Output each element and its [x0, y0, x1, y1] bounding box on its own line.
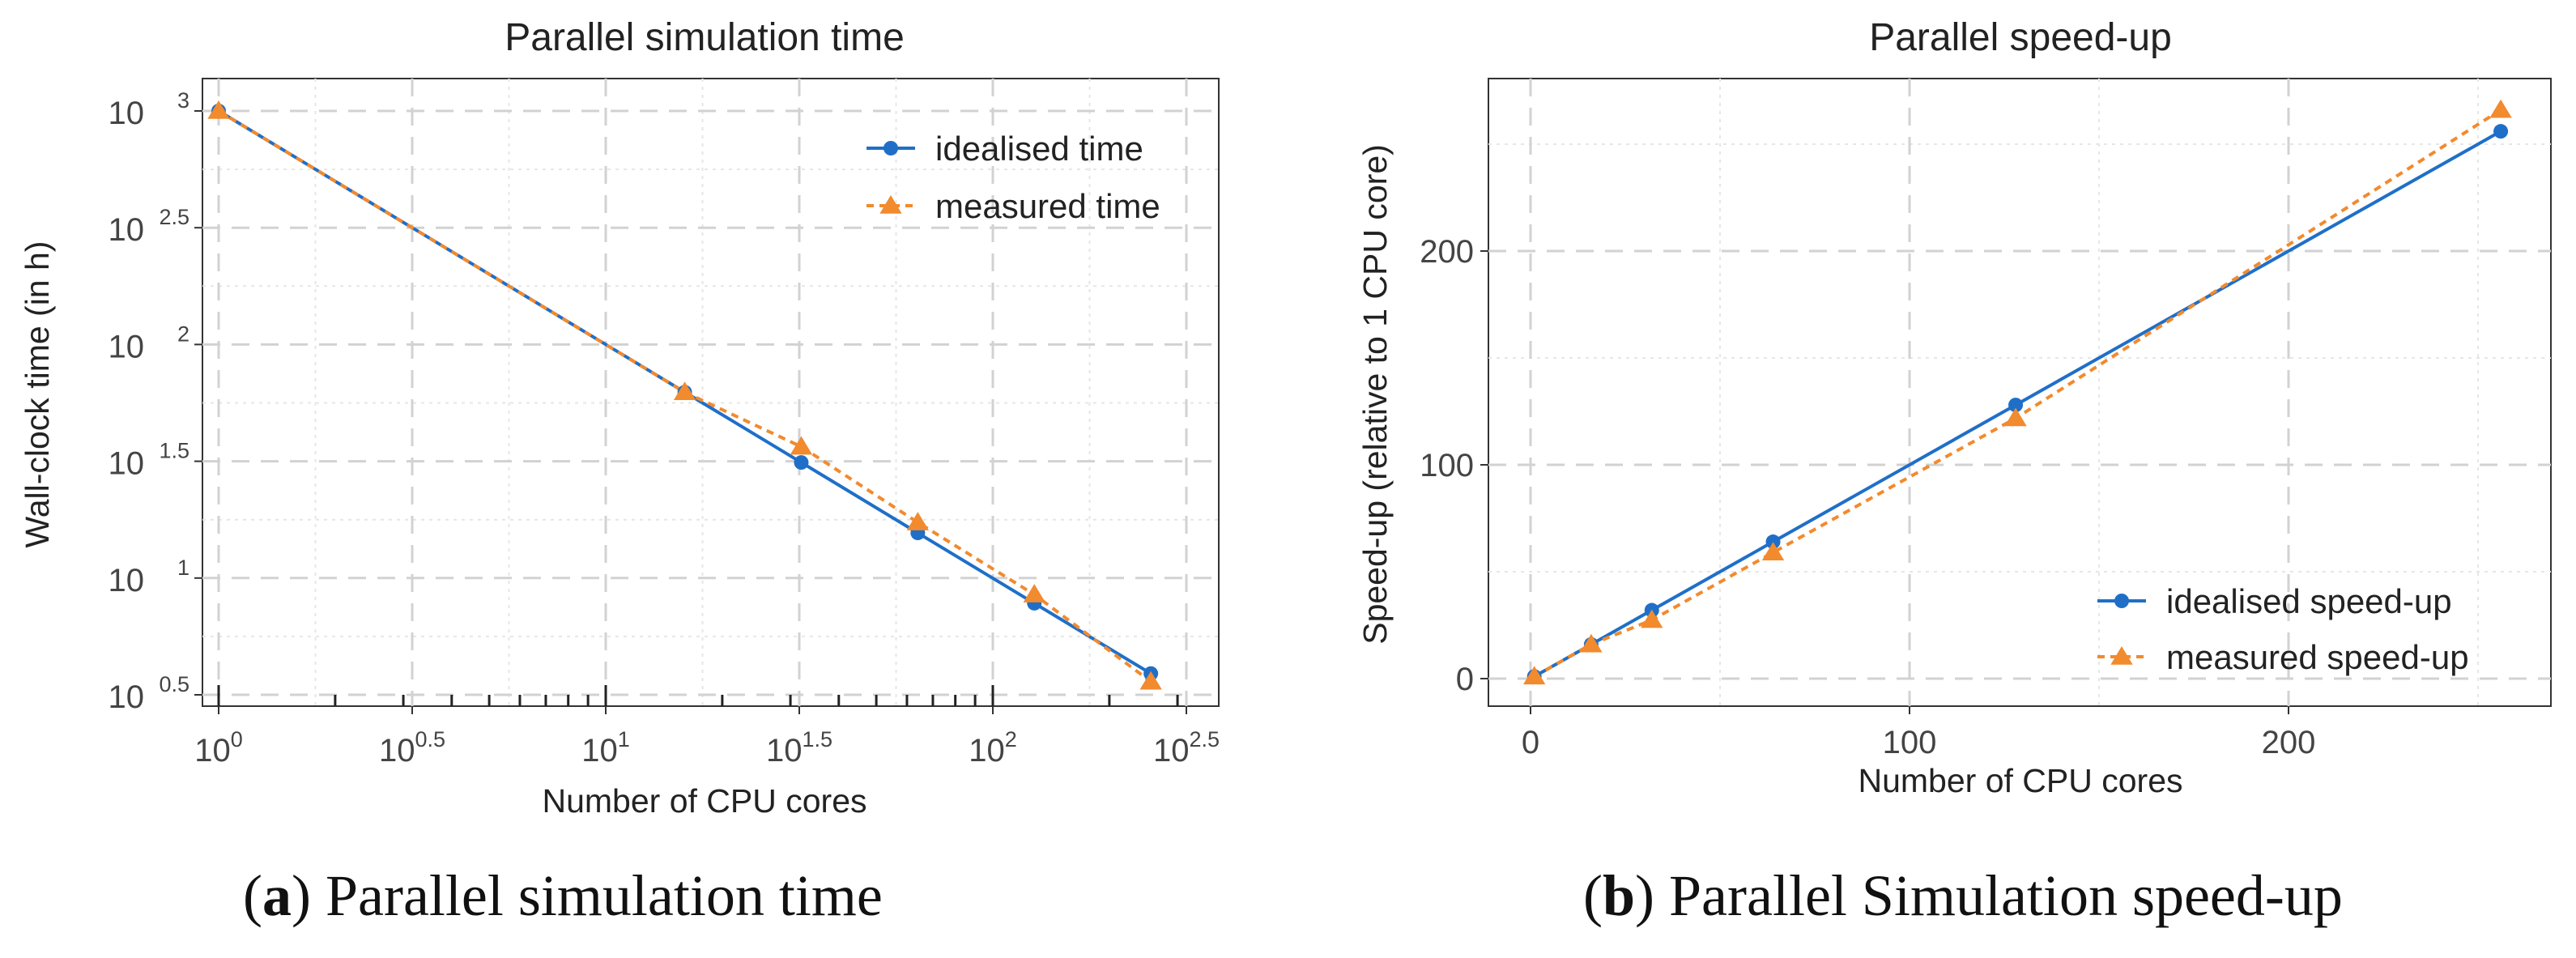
chart-a-grid — [202, 79, 1219, 706]
legend-measured-speedup-marker — [2110, 646, 2133, 665]
chart-a-y-tick-exponent: 0.5 — [159, 672, 189, 696]
chart-b-x-tick-label: 100 — [1883, 725, 1937, 760]
chart-a-series — [217, 109, 1152, 683]
chart-b-y-tick-label: 0 — [1456, 662, 1474, 697]
caption-b-letter: b — [1603, 863, 1635, 928]
chart-a-markers — [207, 100, 1162, 690]
chart-a-y-ticks: 10 0.5 10 1 10 1.5 10 2 10 2.5 10 3 — [109, 88, 202, 715]
chart-a-y-tick-label: 10 — [109, 329, 145, 364]
chart-a-measured-time-point — [673, 381, 696, 401]
chart-b-markers — [1523, 99, 2512, 685]
chart-b-idealised-speedup-point — [1765, 534, 1781, 550]
chart-a-y-tick-label: 10 — [109, 212, 145, 248]
chart-a-y-tick-label: 10 — [109, 563, 145, 598]
chart-a-y-tick-label: 10 — [109, 446, 145, 482]
chart-b-y-tick-label: 200 — [1420, 234, 1474, 270]
chart-a-x-tick-label: 101 — [581, 727, 630, 769]
chart-b-x-ticks: 0 100 200 — [1522, 706, 2316, 760]
chart-b-measured-speedup-point — [1641, 609, 1663, 628]
chart-a-measured-time-point — [1139, 671, 1162, 690]
chart-b-measured-speedup-point — [2489, 99, 2512, 118]
chart-a-x-tick-label: 102.5 — [1153, 727, 1220, 769]
chart-a-x-axis-label: Number of CPU cores — [542, 782, 866, 820]
chart-b-measured-speedup-point — [1580, 633, 1603, 653]
caption-b-text: Parallel Simulation speed-up — [1669, 863, 2343, 928]
chart-a-y-tick-exponent: 1 — [177, 556, 189, 580]
chart-a-x-tick-label: 100.5 — [379, 727, 445, 769]
chart-b-x-tick-label: 200 — [2262, 725, 2316, 760]
chart-a: 100 100.5 101 101.5 102 102.5 10 0.510 110 1.510… — [19, 16, 1220, 820]
legend-idealised-time-marker — [884, 141, 898, 155]
chart-a-measured-time-point — [1023, 584, 1045, 602]
legend-measured-speedup: measured speed-up — [2166, 638, 2469, 676]
chart-a-y-tick-label: 10 — [109, 96, 145, 131]
chart-a-y-tick-exponent: 2.5 — [159, 205, 189, 229]
caption-a: (a) Parallel simulation time — [243, 863, 883, 928]
chart-b-x-tick-label: 0 — [1522, 725, 1539, 760]
chart-a-x-ticks: 100 100.5 101 101.5 102 102.5 — [194, 706, 1220, 769]
chart-b-legend: idealised speed-up measured speed-up — [2097, 582, 2469, 676]
legend-idealised-time: idealised time — [935, 130, 1143, 168]
chart-a-title: Parallel simulation time — [505, 16, 905, 59]
chart-b-measured-speedup-point — [1761, 542, 1785, 560]
chart-a-plot-frame — [202, 78, 1220, 707]
caption-a-letter: a — [262, 863, 292, 928]
chart-a-measured-time-point — [790, 436, 813, 455]
caption-a-text: Parallel simulation time — [326, 863, 883, 928]
chart-a-idealised-time-point — [794, 455, 809, 470]
chart-b-measured-speedup-point — [1523, 666, 1546, 685]
chart-a-measured-time-line — [217, 109, 1152, 683]
chart-b-y-ticks: 0 100 200 — [1420, 234, 1488, 697]
chart-b-measured-speedup-point — [2004, 407, 2027, 427]
chart-a-x-tick-label: 100 — [194, 727, 243, 769]
chart-a-y-tick-exponent: 1.5 — [159, 439, 189, 463]
caption-b: (b) Parallel Simulation speed-up — [1583, 863, 2343, 928]
chart-a-y-tick-exponent: 2 — [177, 321, 189, 346]
chart-a-x-tick-label: 101.5 — [766, 727, 832, 769]
chart-a-y-axis-label: Wall-clock time (in h) — [19, 241, 56, 548]
chart-a-measured-time-point — [906, 512, 930, 530]
chart-b-x-axis-label: Number of CPU cores — [1858, 762, 2182, 799]
chart-b-y-tick-label: 100 — [1420, 448, 1474, 483]
legend-idealised-speedup: idealised speed-up — [2166, 582, 2452, 620]
chart-b-y-axis-label: Speed-up (relative to 1 CPU core) — [1356, 144, 1394, 645]
chart-a-x-tick-label: 102 — [969, 727, 1017, 769]
chart-b-idealised-speedup-point — [2493, 124, 2509, 139]
chart-a-y-tick-exponent: 3 — [177, 88, 189, 113]
legend-measured-time: measured time — [935, 187, 1160, 225]
chart-a-y-tick-label: 10 — [109, 679, 145, 715]
chart-b-idealised-speedup-point — [2008, 398, 2024, 413]
legend-measured-time-marker — [879, 195, 902, 214]
chart-b-grid — [1488, 79, 2551, 706]
chart-b: 0 100 200 0 100 200 Parallel speed-up Number… — [1356, 16, 2552, 799]
chart-b-title: Parallel speed-up — [1869, 16, 2172, 59]
legend-idealised-speedup-marker — [2114, 594, 2129, 608]
chart-a-measured-time-point — [207, 100, 230, 119]
chart-a-legend: idealised time measured time — [866, 130, 1160, 225]
